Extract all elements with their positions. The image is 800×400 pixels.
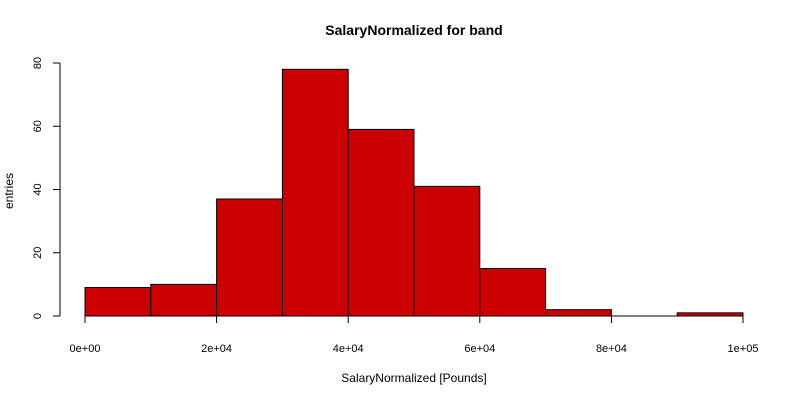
bars-group (84, 68, 744, 317)
x-tick-label: 2e+04 (201, 343, 232, 355)
y-tick-label: 80 (32, 57, 44, 69)
histogram-bar (479, 268, 547, 317)
x-tick-label: 1e+05 (728, 343, 759, 355)
histogram-bar (216, 198, 283, 317)
histogram-bar (545, 309, 612, 317)
x-axis: 0e+00 2e+04 4e+04 6e+04 8e+04 1e+05 (70, 315, 759, 355)
histogram-bar (413, 185, 481, 317)
x-tick-label: 4e+04 (333, 343, 364, 355)
histogram-bar (347, 128, 415, 317)
histogram-bar (281, 68, 349, 317)
x-tick-label: 8e+04 (596, 343, 627, 355)
histogram-bar (150, 283, 218, 317)
y-axis-label: entries (2, 173, 16, 209)
y-tick-label: 60 (32, 120, 44, 132)
x-tick-label: 6e+04 (464, 343, 495, 355)
histogram-bar (84, 287, 152, 317)
chart-title: SalaryNormalized for band (325, 22, 502, 38)
y-axis: 0 20 40 60 80 (32, 57, 61, 319)
y-tick-label: 0 (32, 313, 44, 319)
y-tick-label: 40 (32, 183, 44, 195)
x-axis-label: SalaryNormalized [Pounds] (341, 371, 486, 385)
y-tick-label: 20 (32, 247, 44, 259)
x-tick-label: 0e+00 (70, 343, 101, 355)
